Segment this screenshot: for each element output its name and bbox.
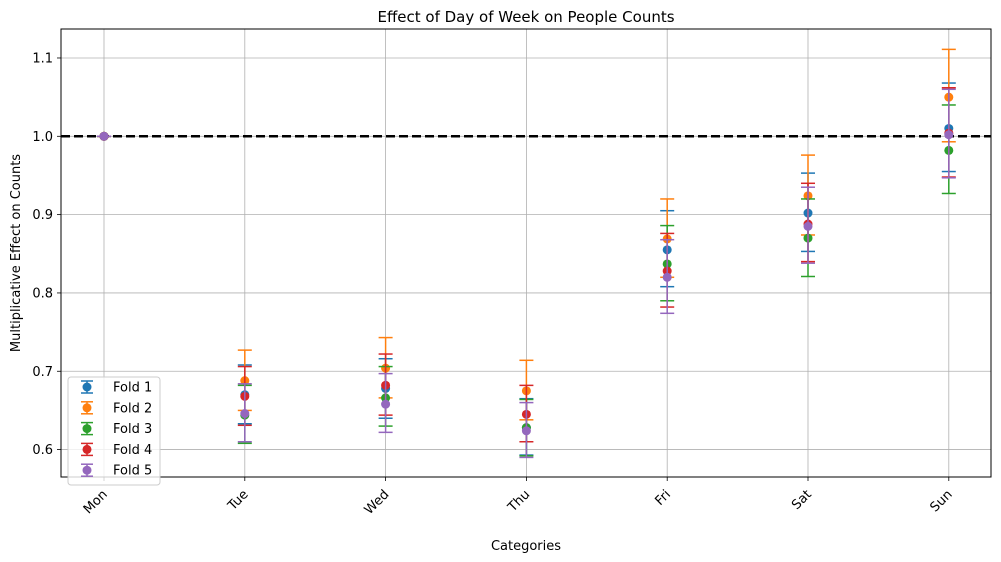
y-tick-label: 0.7 [32,365,53,380]
chart-title: Effect of Day of Week on People Counts [377,8,674,26]
legend-marker [82,403,92,413]
y-tick-label: 0.8 [32,286,53,301]
y-axis: 0.6 0.7 0.8 0.9 1.0 1.1 [32,51,61,458]
series-fold-5 [97,88,956,459]
legend-marker [82,465,92,475]
data-point [521,426,531,436]
legend-item: Fold 1 [81,380,152,396]
data-point [99,131,109,141]
legend-label: Fold 5 [113,464,152,479]
data-point [803,221,813,231]
legend-marker [82,444,92,454]
y-tick-label: 1.1 [32,51,53,66]
legend-label: Fold 4 [113,443,152,458]
y-tick-label: 0.6 [32,443,53,458]
legend-item: Fold 2 [81,401,152,416]
legend-box [67,376,161,486]
legend-label: Fold 2 [113,401,152,416]
legend: Fold 1 Fold 2 Fold 3 Fold 4 Fold 5 [67,376,161,486]
legend-label: Fold 1 [113,381,152,396]
y-axis-label: Multiplicative Effect on Counts [9,154,24,352]
legend-marker [82,382,92,392]
data-point [662,272,672,282]
data-point [240,409,250,419]
x-axis-label: Categories [491,539,561,554]
legend-item: Fold 3 [81,421,152,437]
y-tick-label: 0.9 [32,208,53,223]
data-point [944,130,954,140]
legend-item: Fold 5 [81,463,152,479]
legend-marker [82,424,92,434]
y-tick-label: 1.0 [32,130,53,145]
legend-label: Fold 3 [113,422,152,437]
series-group [97,48,956,459]
legend-item: Fold 4 [81,442,152,458]
data-point [381,399,391,409]
